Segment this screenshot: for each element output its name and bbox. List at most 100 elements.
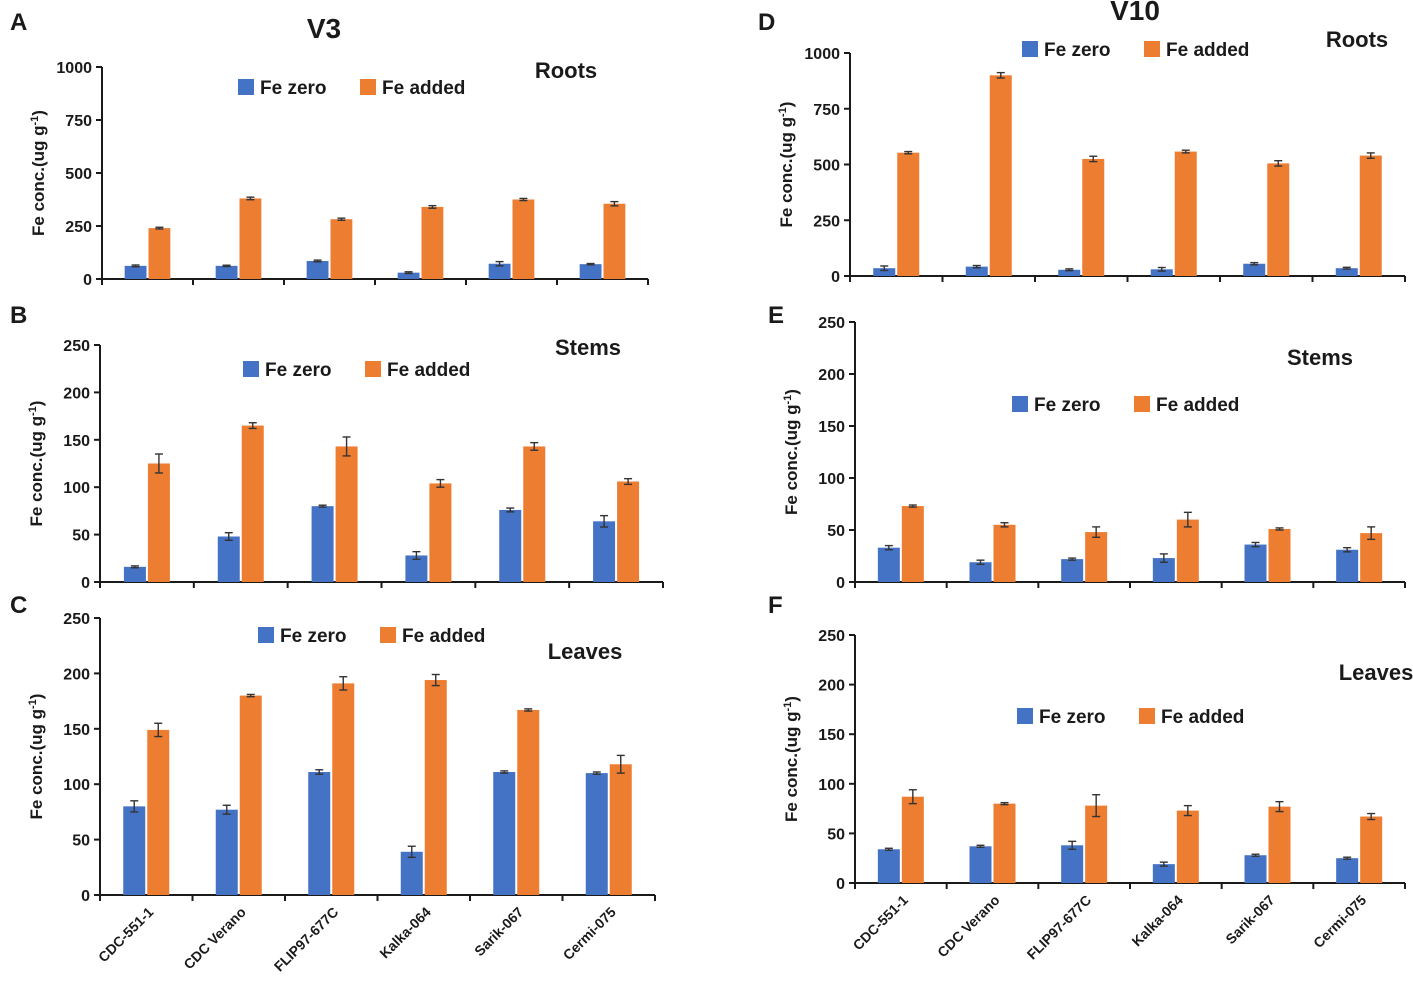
y-tick-label: 0 (836, 876, 845, 893)
y-tick-label: 100 (63, 777, 90, 794)
category-label: Cermi-075 (1310, 892, 1369, 951)
category-label: CDC Verano (934, 892, 1003, 961)
legend-label-fe-zero: Fe zero (1039, 707, 1106, 728)
panel-letter: B (10, 302, 27, 329)
chart-title: Leaves (1339, 660, 1413, 685)
panel-letter: F (768, 592, 783, 619)
legend-swatch-fe-zero (243, 361, 259, 377)
bar-fe-zero (488, 263, 511, 279)
chart-title: Leaves (548, 639, 623, 664)
chart-panel-b: B Fe conc.(ug g-1) 0 50 100 150 200 250 Stems Fe … (10, 302, 664, 592)
bar-fe-zero (969, 562, 992, 582)
legend-label-fe-zero: Fe zero (1044, 40, 1111, 61)
chart-title: Stems (1287, 345, 1353, 370)
panel-letter: D (758, 9, 775, 36)
bar-fe-added (1268, 806, 1291, 883)
column-title-right: V10 (1110, 0, 1160, 26)
bar-fe-zero (593, 521, 616, 582)
legend-label-fe-added: Fe added (382, 78, 465, 99)
legend-swatch-fe-added (1134, 396, 1150, 412)
bar-fe-zero (217, 536, 240, 582)
bar-fe-zero (311, 506, 334, 582)
bar-fe-zero (397, 272, 420, 279)
chart-panel-f: F Fe conc.(ug g-1) 0 50 100 150 200 250 CDC-551-… (768, 592, 1413, 963)
bar-fe-zero (585, 773, 608, 895)
bar-fe-zero (308, 772, 331, 895)
y-tick-label: 200 (63, 385, 90, 402)
y-tick-label: 1000 (56, 60, 92, 77)
legend-label-fe-zero: Fe zero (280, 626, 347, 647)
bar-fe-zero (877, 849, 900, 883)
y-axis-label: Fe conc.(ug g-1) (27, 401, 46, 527)
bar-fe-zero (493, 772, 516, 895)
bar-fe-added (148, 228, 171, 279)
category-label: FLIP97-677C (271, 904, 342, 975)
y-tick-label: 750 (813, 102, 840, 119)
bar-fe-zero (123, 566, 146, 582)
bar-fe-zero (123, 806, 146, 895)
bar-fe-added (1176, 519, 1199, 582)
bar-fe-added (1085, 805, 1108, 883)
bar-fe-zero (499, 509, 522, 582)
y-tick-label: 0 (831, 269, 840, 286)
y-tick-label: 50 (827, 826, 845, 843)
chart-panel-a: A Fe conc.(ug g-1) 0 250 500 750 1000 Roots Fe z… (10, 9, 649, 289)
y-tick-label: 50 (72, 833, 90, 850)
y-tick-label: 150 (818, 419, 845, 436)
chart-title: Roots (535, 58, 597, 83)
legend-label-fe-zero: Fe zero (265, 360, 332, 381)
bar-fe-added (993, 803, 1016, 883)
bar-fe-added (241, 425, 264, 582)
chart-panel-e: E Fe conc.(ug g-1) 0 50 100 150 200 250 Stems Fe … (768, 302, 1406, 592)
bar-fe-zero (1336, 858, 1359, 883)
bar-fe-added (239, 695, 262, 895)
legend-label-fe-zero: Fe zero (260, 78, 327, 99)
bar-fe-zero (1061, 845, 1084, 883)
chart-title: Roots (1326, 27, 1388, 52)
bar-fe-added (512, 199, 535, 279)
category-label: Sarik-067 (471, 904, 526, 959)
y-tick-label: 100 (63, 480, 90, 497)
legend-label-fe-added: Fe added (387, 360, 470, 381)
legend-label-fe-zero: Fe zero (1034, 395, 1101, 416)
bar-fe-added (1176, 810, 1199, 883)
bar-fe-added (335, 446, 358, 582)
category-label: CDC Verano (180, 904, 249, 973)
bar-fe-added (897, 152, 920, 276)
bar-fe-zero (1243, 263, 1266, 276)
y-tick-label: 0 (836, 575, 845, 592)
y-tick-label: 100 (818, 471, 845, 488)
bar-fe-zero (215, 809, 238, 895)
bar-fe-added (993, 524, 1016, 582)
category-label: Cermi-075 (560, 904, 619, 963)
bar-fe-added (1267, 163, 1290, 276)
legend-swatch-fe-zero (1012, 396, 1028, 412)
y-tick-label: 250 (65, 219, 92, 236)
legend-label-fe-added: Fe added (1156, 395, 1239, 416)
y-tick-label: 500 (813, 158, 840, 175)
legend-swatch-fe-added (360, 79, 376, 95)
bar-fe-zero (877, 547, 900, 582)
bar-fe-added (1359, 155, 1382, 276)
bar-fe-added (429, 483, 452, 582)
bar-fe-added (147, 463, 170, 582)
y-tick-label: 250 (818, 628, 845, 645)
y-tick-label: 50 (72, 528, 90, 545)
legend-label-fe-added: Fe added (1161, 707, 1244, 728)
y-tick-label: 250 (818, 315, 845, 332)
y-tick-label: 1000 (804, 46, 840, 63)
bar-fe-zero (969, 846, 992, 883)
bar-fe-zero (1152, 864, 1175, 883)
column-title-left: V3 (307, 13, 341, 44)
bar-fe-zero (306, 260, 329, 279)
bar-fe-zero (1244, 544, 1267, 582)
legend-swatch-fe-zero (1017, 708, 1033, 724)
category-label: Kalka-064 (1128, 892, 1186, 950)
bar-fe-added (1174, 151, 1197, 276)
bar-fe-added (147, 729, 170, 895)
category-label: CDC-551-1 (95, 904, 157, 966)
bar-fe-zero (1150, 269, 1173, 276)
legend-swatch-fe-added (380, 627, 396, 643)
